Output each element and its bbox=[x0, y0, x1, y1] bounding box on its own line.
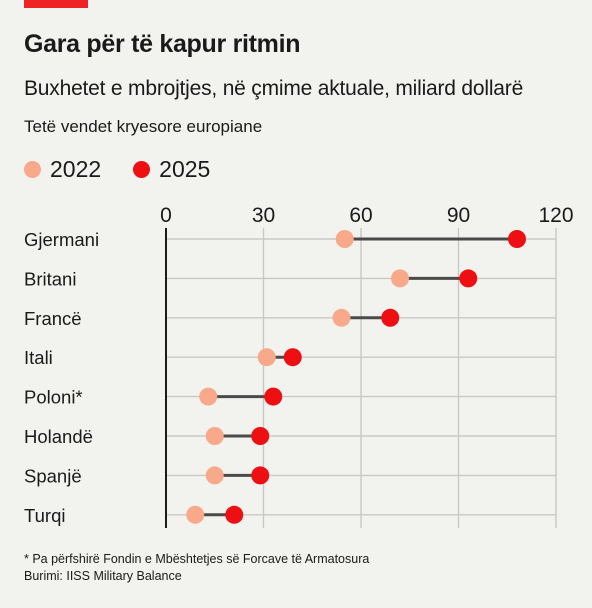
dot-2025 bbox=[283, 348, 302, 367]
legend-label-2025: 2025 bbox=[159, 156, 211, 182]
chart-subsubtitle: Tetë vendet kryesore europiane bbox=[24, 117, 263, 136]
dot-2022 bbox=[186, 505, 205, 524]
category-label: Itali bbox=[24, 347, 53, 368]
legend-dot-2022 bbox=[24, 161, 41, 178]
x-tick-label-0: 0 bbox=[160, 204, 172, 227]
dot-2025 bbox=[508, 230, 526, 248]
dot-2022 bbox=[391, 269, 409, 288]
x-tick-label-30: 30 bbox=[252, 204, 275, 227]
dot-2025 bbox=[264, 387, 283, 406]
legend-dot-2025 bbox=[133, 161, 151, 178]
chart-title: Gara për të kapur ritmin bbox=[24, 30, 301, 58]
category-label: Holandë bbox=[24, 426, 93, 447]
category-label: Spanjë bbox=[24, 465, 82, 486]
dot-2022 bbox=[205, 427, 224, 445]
dot-2022 bbox=[335, 230, 354, 248]
category-label: Francë bbox=[24, 308, 82, 329]
legend: 2022 2025 bbox=[24, 156, 242, 183]
legend-item-2025: 2025 bbox=[133, 156, 210, 183]
dot-2025 bbox=[251, 466, 270, 485]
category-label: Britani bbox=[24, 268, 76, 289]
chart-subtitle: Buxhetet e mbrojtjes, në çmime aktuale, … bbox=[24, 77, 524, 100]
dot-2022 bbox=[332, 308, 351, 327]
category-label: Poloni* bbox=[24, 387, 83, 408]
x-tick-label-60: 60 bbox=[349, 204, 372, 227]
dot-2025 bbox=[381, 308, 400, 327]
category-label: Gjermani bbox=[24, 229, 99, 250]
dot-2025 bbox=[459, 269, 478, 288]
legend-item-2022: 2022 bbox=[24, 156, 101, 183]
dot-2022 bbox=[257, 348, 276, 367]
x-tick-label-90: 90 bbox=[447, 204, 470, 227]
dot-2022 bbox=[199, 387, 218, 406]
legend-label-2022: 2022 bbox=[50, 156, 102, 182]
footnote-block: * Pa përfshirë Fondin e Mbështetjes së F… bbox=[24, 551, 369, 585]
dot-2022 bbox=[205, 466, 224, 485]
dot-2025 bbox=[251, 427, 270, 445]
footnote: * Pa përfshirë Fondin e Mbështetjes së F… bbox=[24, 552, 370, 566]
x-tick-label-120: 120 bbox=[538, 204, 573, 227]
accent-bar bbox=[24, 0, 88, 8]
dot-2025 bbox=[225, 505, 244, 524]
category-label: Turqi bbox=[24, 505, 65, 526]
source-note: Burimi: IISS Military Balance bbox=[24, 569, 182, 583]
